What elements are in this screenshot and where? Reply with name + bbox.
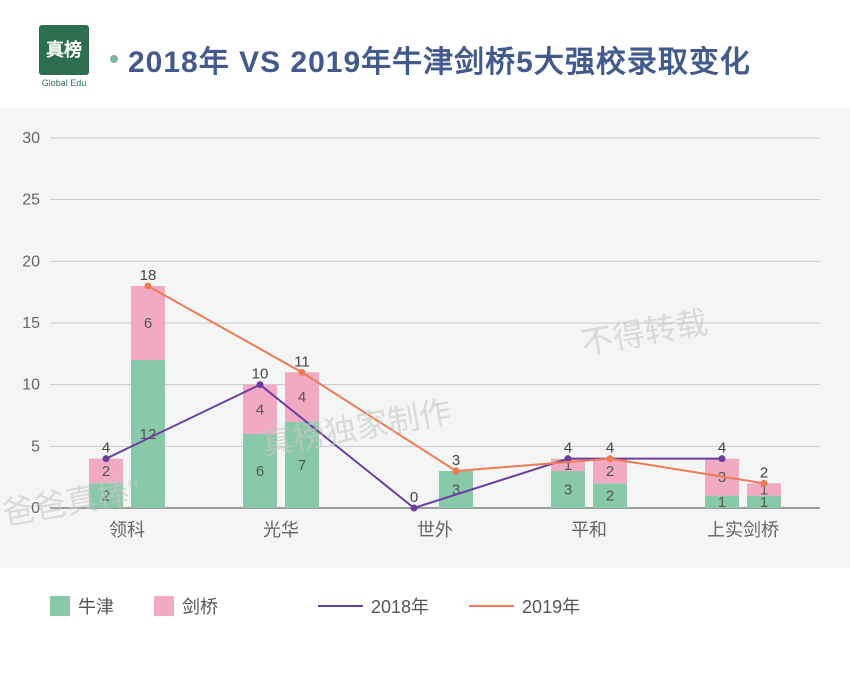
legend: 牛津 剑桥 2018年 2019年 <box>0 568 850 644</box>
svg-text:2: 2 <box>102 488 110 505</box>
svg-text:3: 3 <box>564 482 572 499</box>
svg-text:30: 30 <box>22 130 40 147</box>
svg-text:6: 6 <box>256 463 264 480</box>
logo: 真榜 Global Edu <box>30 25 98 93</box>
legend-cambridge-label: 剑桥 <box>182 593 218 619</box>
legend-oxford-label: 牛津 <box>78 593 114 619</box>
svg-text:平和: 平和 <box>571 520 607 540</box>
header: 真榜 Global Edu 2018年 VS 2019年牛津剑桥5大强校录取变化 <box>0 0 850 108</box>
svg-text:2: 2 <box>102 463 110 480</box>
svg-text:4: 4 <box>102 440 110 457</box>
legend-2019-label: 2019年 <box>522 593 580 619</box>
chart-area: 051015202530领科22412618光华64107411世外033平和3… <box>0 108 850 568</box>
svg-text:4: 4 <box>256 401 264 418</box>
svg-text:2: 2 <box>760 464 768 481</box>
svg-text:光华: 光华 <box>263 520 299 540</box>
legend-cambridge: 剑桥 <box>154 593 218 619</box>
svg-text:3: 3 <box>452 452 460 469</box>
svg-text:1: 1 <box>718 494 726 511</box>
svg-text:15: 15 <box>22 315 40 332</box>
legend-oxford: 牛津 <box>50 593 114 619</box>
legend-2018-label: 2018年 <box>371 593 429 619</box>
logo-subtext: Global Edu <box>42 78 87 88</box>
svg-text:7: 7 <box>298 457 306 474</box>
svg-text:6: 6 <box>144 315 152 332</box>
legend-2018: 2018年 <box>318 593 429 619</box>
svg-text:0: 0 <box>31 500 40 517</box>
svg-text:10: 10 <box>252 366 269 383</box>
svg-text:上实剑桥: 上实剑桥 <box>707 520 779 540</box>
svg-text:4: 4 <box>298 389 306 406</box>
chart-svg: 051015202530领科22412618光华64107411世外033平和3… <box>0 108 850 568</box>
svg-text:领科: 领科 <box>109 520 145 540</box>
svg-text:20: 20 <box>22 253 40 270</box>
svg-text:2: 2 <box>606 463 614 480</box>
chart-title: 2018年 VS 2019年牛津剑桥5大强校录取变化 <box>128 37 751 81</box>
legend-cambridge-swatch <box>154 596 174 616</box>
legend-2019-line <box>469 605 514 607</box>
svg-text:10: 10 <box>22 377 40 394</box>
svg-text:4: 4 <box>606 440 614 457</box>
svg-text:4: 4 <box>718 440 726 457</box>
svg-text:世外: 世外 <box>417 520 453 540</box>
svg-text:11: 11 <box>294 353 310 370</box>
legend-oxford-swatch <box>50 596 70 616</box>
svg-text:4: 4 <box>564 440 572 457</box>
svg-text:18: 18 <box>140 267 157 284</box>
legend-2018-line <box>318 605 363 607</box>
legend-2019: 2019年 <box>469 593 580 619</box>
svg-text:0: 0 <box>410 489 418 506</box>
logo-block: 真榜 <box>39 25 89 75</box>
svg-text:2: 2 <box>606 488 614 505</box>
title-bullet-icon <box>110 55 118 63</box>
svg-text:25: 25 <box>22 192 40 209</box>
svg-text:5: 5 <box>31 438 40 455</box>
